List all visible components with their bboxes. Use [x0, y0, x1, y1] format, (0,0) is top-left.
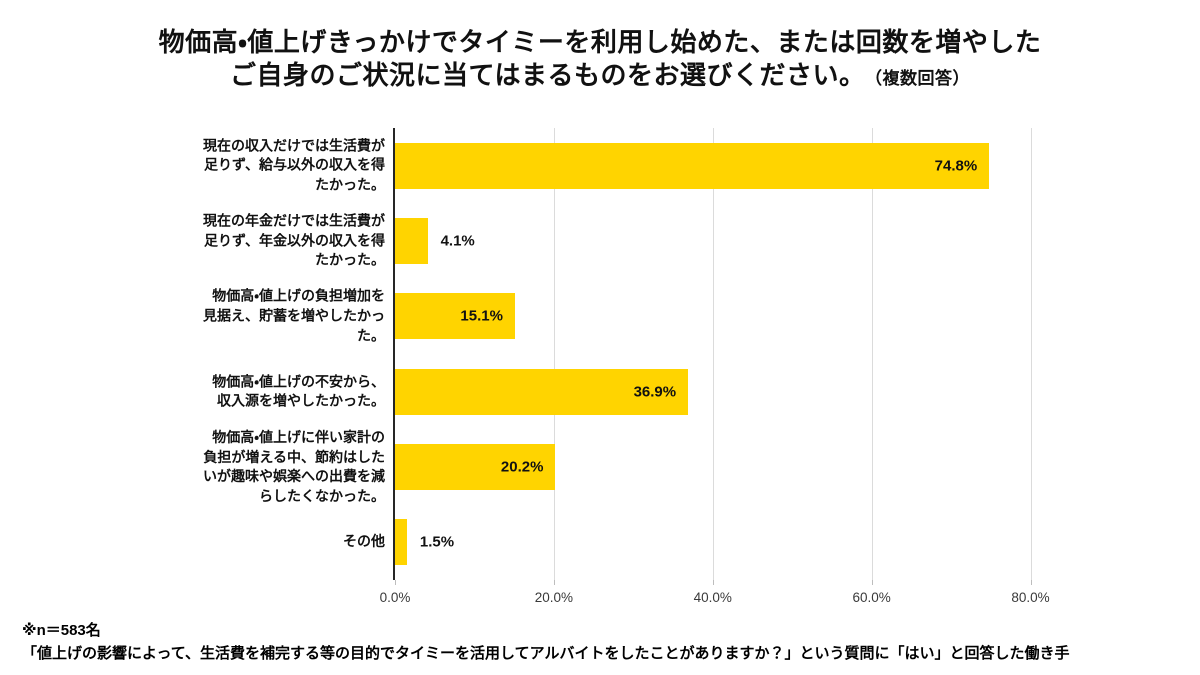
category-label: 現在の収入だけでは生活費が足りず、給与以外の収入を得たかった。	[203, 137, 385, 193]
axis-tick	[1030, 580, 1032, 585]
bar: 4.1%	[395, 217, 475, 264]
bar: 36.9%	[395, 368, 689, 415]
category-label: その他	[343, 533, 385, 550]
gridline	[1030, 128, 1032, 580]
category-label: 物価高・値上げの負担増加を見据え、貯蓄を増やしたかった。	[203, 287, 385, 344]
gridline	[712, 128, 714, 580]
bar-row: 物価高・値上げの負担増加を見据え、貯蓄を増やしたかった。 15.1%	[203, 279, 1102, 354]
value-label: 20.2%	[500, 458, 544, 476]
chart-title: 物価高・値上げきっかけでタイミーを利用し始めた、または回数を増やした ご自身のご…	[0, 26, 1200, 91]
axis-tick	[553, 580, 555, 585]
x-axis-tick-label: 80.0%	[1011, 590, 1050, 605]
footnote-question: 「値上げの影響によって、生活費を補完する等の目的でタイミーを活用してアルバイトを…	[22, 644, 1070, 662]
value-label: 36.9%	[633, 383, 677, 401]
axis-tick	[871, 580, 873, 585]
bar-row: その他 1.5%	[343, 505, 1102, 580]
category-label: 物価高・値上げの不安から、収入源を増やしたかった。	[212, 373, 385, 409]
x-axis-tick-label: 0.0%	[379, 590, 411, 605]
bar-row: 現在の収入だけでは生活費が足りず、給与以外の収入を得たかった。 74.8%	[203, 128, 1102, 203]
chart-title-line1: 物価高・値上げきっかけでタイミーを利用し始めた、または回数を増やした	[158, 27, 1042, 57]
category-label: 現在の年金だけでは生活費が足りず、年金以外の収入を得たかった。	[203, 212, 385, 268]
gridline	[871, 128, 873, 580]
axis-tick	[712, 580, 714, 585]
value-label: 1.5%	[419, 533, 455, 551]
x-axis-tick-label: 40.0%	[693, 590, 732, 605]
chart-title-line2-main: ご自身のご状況に当てはまるものをお選びください。	[230, 59, 866, 90]
value-label: 15.1%	[460, 307, 503, 325]
chart-title-note: （複数回答）	[873, 68, 970, 88]
category-label: 物価高・値上げに伴い家計の負担が増える中、節約はしたいが趣味や娯楽への出費を減ら…	[203, 428, 385, 504]
bar: 74.8%	[395, 142, 990, 189]
x-axis-tick-label: 60.0%	[852, 590, 891, 605]
footnote: ※n＝583名 「値上げの影響によって、生活費を補完する等の目的でタイミーを活用…	[22, 620, 1069, 665]
value-label: 74.8%	[934, 157, 978, 175]
footnote-sample-size: ※n＝583名	[22, 622, 101, 639]
bar: 15.1%	[395, 293, 515, 340]
bar-row: 物価高・値上げに伴い家計の負担が増える中、節約はしたいが趣味や娯楽への出費を減ら…	[203, 429, 1102, 504]
bar-row: 物価高・値上げの不安から、収入源を増やしたかった。 36.9%	[212, 354, 1102, 429]
plot-area: 0.0% 20.0% 40.0% 60.0% 80.0% 現在の収入だけでは生活費が足りず…	[203, 128, 1102, 605]
gridline	[553, 128, 555, 580]
x-axis-tick-label: 20.0%	[534, 590, 574, 605]
axis-tick	[395, 580, 396, 585]
bar: 1.5%	[395, 519, 454, 566]
bar-row: 現在の年金だけでは生活費が足りず、年金以外の収入を得たかった。 4.1%	[203, 203, 1102, 278]
value-label: 4.1%	[440, 232, 475, 250]
chart-title-line2: ご自身のご状況に当てはまるものをお選びください。 （複数回答）	[0, 59, 1200, 92]
bar: 20.2%	[395, 443, 556, 490]
